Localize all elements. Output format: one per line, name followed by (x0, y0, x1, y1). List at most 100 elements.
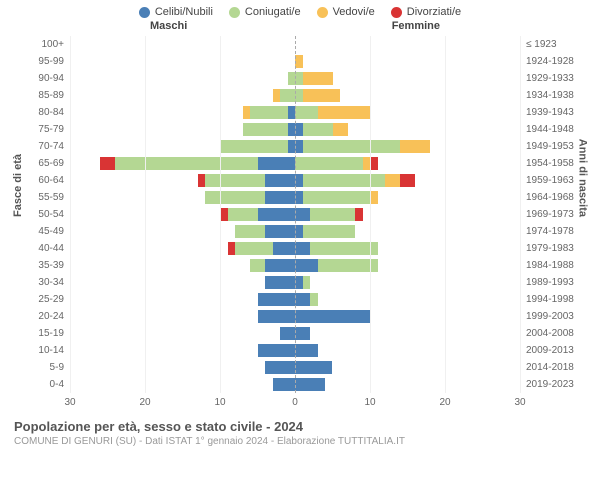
age-row: 50-54 1969-1973 (20, 206, 580, 223)
bar-segment (400, 140, 430, 153)
age-label: 90-94 (20, 73, 70, 84)
bar-segment (295, 259, 318, 272)
bar-segment (265, 259, 295, 272)
male-half (70, 174, 295, 187)
bar-segment (295, 310, 370, 323)
legend-item: Divorziati/e (391, 6, 461, 18)
x-axis: 3020100102030 (20, 397, 580, 413)
female-half (295, 174, 520, 187)
birth-label: ≤ 1923 (520, 39, 580, 50)
female-half (295, 72, 520, 85)
birth-label: 1924-1928 (520, 56, 580, 67)
bar-segment (258, 157, 295, 170)
female-half (295, 378, 520, 391)
bar-segment (355, 208, 363, 221)
male-half (70, 191, 295, 204)
legend-swatch (229, 7, 240, 18)
birth-label: 1939-1943 (520, 107, 580, 118)
legend-label: Celibi/Nubili (155, 6, 213, 18)
birth-label: 2014-2018 (520, 362, 580, 373)
bar-segment (280, 89, 295, 102)
bar-segment (295, 225, 303, 238)
bar-segment (235, 242, 272, 255)
birth-label: 1969-1973 (520, 209, 580, 220)
bar-segment (295, 361, 332, 374)
birth-label: 1934-1938 (520, 90, 580, 101)
header-female: Femmine (392, 20, 440, 32)
legend: Celibi/NubiliConiugati/eVedovi/eDivorzia… (0, 0, 600, 20)
age-row: 35-391984-1988 (20, 257, 580, 274)
age-row: 10-142009-2013 (20, 342, 580, 359)
female-half (295, 259, 520, 272)
female-half (295, 327, 520, 340)
age-row: 90-941929-1933 (20, 70, 580, 87)
bar-segment (243, 106, 251, 119)
bar-segment (115, 157, 258, 170)
header-male: Maschi (150, 20, 187, 32)
bar-segment (288, 140, 296, 153)
x-tick: 20 (139, 397, 150, 408)
bar-segment (303, 89, 340, 102)
grid-line (520, 36, 521, 393)
birth-label: 1964-1968 (520, 192, 580, 203)
bar-segment (295, 174, 303, 187)
bar-segment (228, 242, 236, 255)
bar-segment (265, 191, 295, 204)
bar-segment (295, 72, 303, 85)
chart-title: Popolazione per età, sesso e stato civil… (14, 419, 586, 434)
bar-segment (385, 174, 400, 187)
grid-line (70, 36, 71, 393)
age-label: 50-54 (20, 209, 70, 220)
bar-segment (295, 123, 303, 136)
male-half (70, 208, 295, 221)
female-half (295, 208, 520, 221)
female-half (295, 89, 520, 102)
age-label: 30-34 (20, 277, 70, 288)
legend-swatch (139, 7, 150, 18)
birth-label: 1989-1993 (520, 277, 580, 288)
age-row: 30-34 1989-1993 (20, 274, 580, 291)
bar-segment (400, 174, 415, 187)
female-half (295, 55, 520, 68)
bar-segment (303, 140, 401, 153)
bar-segment (303, 123, 333, 136)
bar-segment (220, 140, 288, 153)
age-label: 85-89 (20, 90, 70, 101)
male-half (70, 259, 295, 272)
female-half (295, 361, 520, 374)
bar-segment (265, 174, 295, 187)
x-tick: 30 (514, 397, 525, 408)
birth-label: 1994-1998 (520, 294, 580, 305)
male-half (70, 344, 295, 357)
birth-label: 1979-1983 (520, 243, 580, 254)
center-axis (295, 36, 296, 393)
female-half (295, 140, 520, 153)
x-tick: 10 (214, 397, 225, 408)
age-label: 80-84 (20, 107, 70, 118)
female-half (295, 191, 520, 204)
bar-segment (363, 157, 371, 170)
grid-line (145, 36, 146, 393)
age-row: 70-741949-1953 (20, 138, 580, 155)
bar-segment (258, 208, 295, 221)
bar-segment (295, 89, 303, 102)
age-row: 80-84 1939-1943 (20, 104, 580, 121)
age-label: 15-19 (20, 328, 70, 339)
bar-segment (295, 208, 310, 221)
bar-segment (205, 191, 265, 204)
bar-segment (295, 293, 310, 306)
female-half (295, 106, 520, 119)
female-half (295, 38, 520, 51)
bar-segment (318, 106, 371, 119)
female-half (295, 276, 520, 289)
birth-label: 1974-1978 (520, 226, 580, 237)
bar-segment (310, 208, 355, 221)
legend-item: Vedovi/e (317, 6, 375, 18)
bar-segment (310, 242, 378, 255)
bar-segment (370, 191, 378, 204)
age-label: 0-4 (20, 379, 70, 390)
bar-segment (295, 327, 310, 340)
age-label: 75-79 (20, 124, 70, 135)
bar-segment (295, 344, 318, 357)
bar-segment (265, 361, 295, 374)
